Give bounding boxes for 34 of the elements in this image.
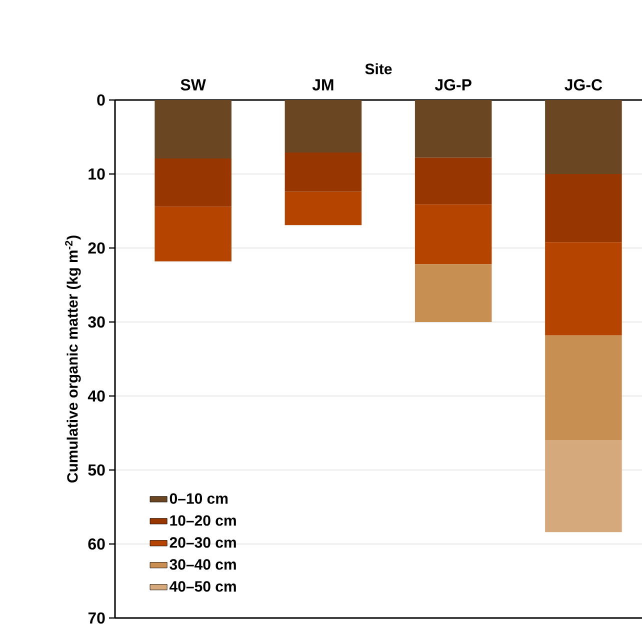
bar	[414, 264, 492, 322]
y-tick-label: 30	[88, 316, 105, 328]
y-tick-label: 40	[88, 390, 105, 402]
x-axis-title: Site	[365, 63, 392, 74]
y-tick-label: 70	[88, 612, 105, 624]
bar	[545, 174, 622, 242]
bar	[284, 152, 362, 192]
bar	[414, 204, 492, 264]
x-tick-label: JM	[312, 79, 334, 90]
legend-label: 0–10 cm	[170, 493, 228, 504]
y-tick-label: 20	[88, 242, 105, 254]
y-tick-label: 10	[88, 168, 105, 180]
x-tick-label: JG-C	[564, 79, 602, 90]
legend-label: 30–40 cm	[170, 559, 236, 570]
bar	[284, 192, 362, 226]
y-tick-label: 60	[88, 538, 105, 550]
bar	[154, 100, 232, 158]
y-axis-title: Cumulative organic matter (kg m$^{-2}$)	[65, 236, 81, 483]
y-tick-label: 0	[97, 94, 105, 106]
bar	[414, 100, 492, 158]
bar	[154, 158, 232, 207]
y-tick-label: 50	[88, 464, 105, 476]
bar	[545, 242, 622, 336]
legend-label: 10–20 cm	[170, 515, 236, 526]
bar	[154, 206, 232, 262]
legend-label: 40–50 cm	[170, 581, 236, 592]
bar	[284, 100, 362, 153]
bar	[545, 100, 622, 174]
bar	[545, 335, 622, 440]
x-tick-label: SW	[180, 79, 206, 90]
legend-label: 20–30 cm	[170, 537, 236, 548]
x-tick-label: JG-P	[434, 79, 472, 90]
bar	[414, 158, 492, 204]
bar	[545, 440, 622, 532]
